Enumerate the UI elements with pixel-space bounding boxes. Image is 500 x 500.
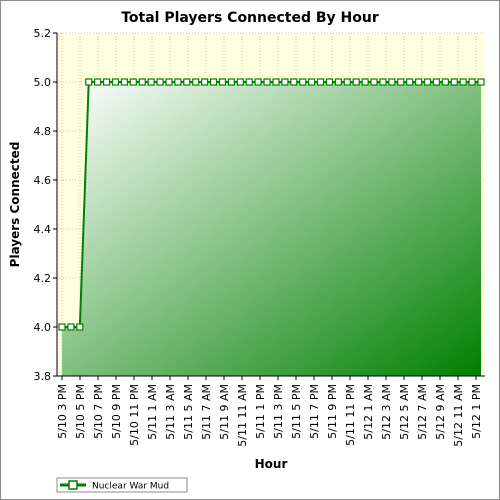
- x-tick-label: 5/12 1 PM: [470, 384, 483, 439]
- data-point-marker: [120, 78, 129, 86]
- data-point-marker: [156, 78, 164, 86]
- data-point-marker: [352, 78, 360, 86]
- y-tick-label: 3.8: [34, 370, 52, 383]
- data-point-marker: [334, 78, 342, 86]
- x-tick-label: 5/10 5 PM: [74, 384, 87, 439]
- data-point-marker: [174, 78, 182, 86]
- data-point-marker: [414, 78, 423, 86]
- data-point-marker: [397, 78, 405, 86]
- data-point-marker: [209, 78, 218, 86]
- data-point-marker: [281, 78, 289, 86]
- series-area-fill: [62, 82, 481, 376]
- legend-series-label: Nuclear War Mud: [92, 482, 169, 492]
- data-point-marker: [201, 78, 209, 86]
- data-point-marker: [67, 323, 75, 331]
- data-point-marker: [441, 78, 449, 86]
- data-point-marker: [361, 78, 369, 86]
- data-point-marker: [406, 78, 414, 86]
- x-tick-label: 5/11 11 AM: [236, 384, 249, 447]
- data-point-marker: [76, 323, 84, 331]
- x-tick-label: 5/11 1 PM: [254, 384, 267, 439]
- data-point-marker: [272, 78, 280, 86]
- x-tick-label: 5/10 7 PM: [92, 384, 105, 439]
- data-point-marker: [308, 78, 316, 86]
- data-point-marker: [432, 78, 441, 86]
- x-tick-label: 5/11 11 PM: [344, 384, 357, 446]
- y-tick-label: 5.0: [34, 76, 52, 89]
- y-axis-ticks: 5.2 5.0 4.8 4.6 4.4 4.2 4.0 3.8: [34, 27, 57, 383]
- x-tick-label: 5/11 3 PM: [272, 384, 285, 439]
- data-point-marker: [218, 78, 227, 86]
- data-point-marker: [290, 78, 298, 86]
- x-tick-label: 5/10 9 PM: [110, 384, 123, 439]
- data-point-marker: [370, 78, 378, 86]
- x-axis-title: Hour: [255, 457, 288, 471]
- data-point-marker: [192, 78, 200, 86]
- x-tick-label: 5/11 5 PM: [290, 384, 303, 439]
- data-point-marker: [165, 78, 173, 86]
- data-point-marker: [254, 78, 262, 86]
- data-point-marker: [85, 78, 93, 86]
- legend-series-marker: [68, 480, 78, 490]
- data-point-marker: [423, 78, 432, 86]
- data-point-marker: [245, 78, 253, 86]
- legend: Nuclear War Mud: [56, 477, 188, 493]
- x-tick-label: 5/12 3 AM: [380, 384, 393, 440]
- data-point-marker: [263, 78, 271, 86]
- data-point-marker: [94, 78, 102, 86]
- data-point-marker: [111, 78, 120, 86]
- data-point-marker: [147, 78, 155, 86]
- data-point-marker: [379, 78, 387, 86]
- x-tick-label: 5/10 11 PM: [128, 384, 141, 446]
- y-tick-label: 5.2: [34, 27, 52, 40]
- y-axis-title: Players Connected: [8, 142, 22, 268]
- data-point-marker: [388, 78, 396, 86]
- y-tick-label: 4.0: [34, 321, 52, 334]
- y-tick-label: 4.4: [34, 223, 52, 236]
- chart-title: Total Players Connected By Hour: [121, 10, 379, 26]
- x-tick-label: 5/11 9 PM: [326, 384, 339, 439]
- x-tick-label: 5/12 5 AM: [398, 384, 411, 440]
- data-point-marker: [343, 78, 351, 86]
- x-tick-label: 5/12 7 AM: [416, 384, 429, 440]
- data-point-marker: [58, 323, 66, 331]
- data-point-marker: [459, 78, 467, 86]
- x-tick-label: 5/11 9 AM: [218, 384, 231, 440]
- x-tick-label: 5/12 11 AM: [452, 384, 465, 447]
- x-tick-label: 5/10 3 PM: [56, 384, 69, 439]
- y-tick-label: 4.8: [34, 125, 52, 138]
- data-point-marker: [227, 78, 235, 86]
- x-tick-label: 5/11 3 AM: [164, 384, 177, 440]
- axes: [56, 33, 485, 377]
- data-point-marker: [468, 78, 476, 86]
- data-point-marker: [138, 78, 146, 86]
- data-point-marker: [183, 78, 191, 86]
- series-area-layer: [58, 78, 485, 376]
- x-axis-ticks: 5/10 3 PM 5/10 5 PM 5/10 7 PM 5/10 9 PM 5/10…: [56, 376, 483, 447]
- x-tick-label: 5/12 9 AM: [434, 384, 447, 440]
- data-point-marker: [236, 78, 244, 86]
- legend-box: [56, 477, 188, 493]
- x-tick-label: 5/11 1 AM: [146, 384, 159, 440]
- data-point-marker: [325, 78, 334, 86]
- data-point-marker: [450, 78, 458, 86]
- data-point-marker: [129, 78, 137, 86]
- data-point-marker: [102, 78, 111, 86]
- x-tick-label: 5/12 1 AM: [362, 384, 375, 440]
- x-tick-label: 5/11 7 AM: [200, 384, 213, 440]
- y-tick-label: 4.2: [34, 272, 52, 285]
- data-point-marker: [477, 78, 485, 86]
- y-tick-label: 4.6: [34, 174, 52, 187]
- x-tick-label: 5/11 5 AM: [182, 384, 195, 440]
- data-point-marker: [316, 78, 325, 86]
- x-tick-label: 5/11 7 PM: [308, 384, 321, 439]
- data-point-marker: [299, 78, 307, 86]
